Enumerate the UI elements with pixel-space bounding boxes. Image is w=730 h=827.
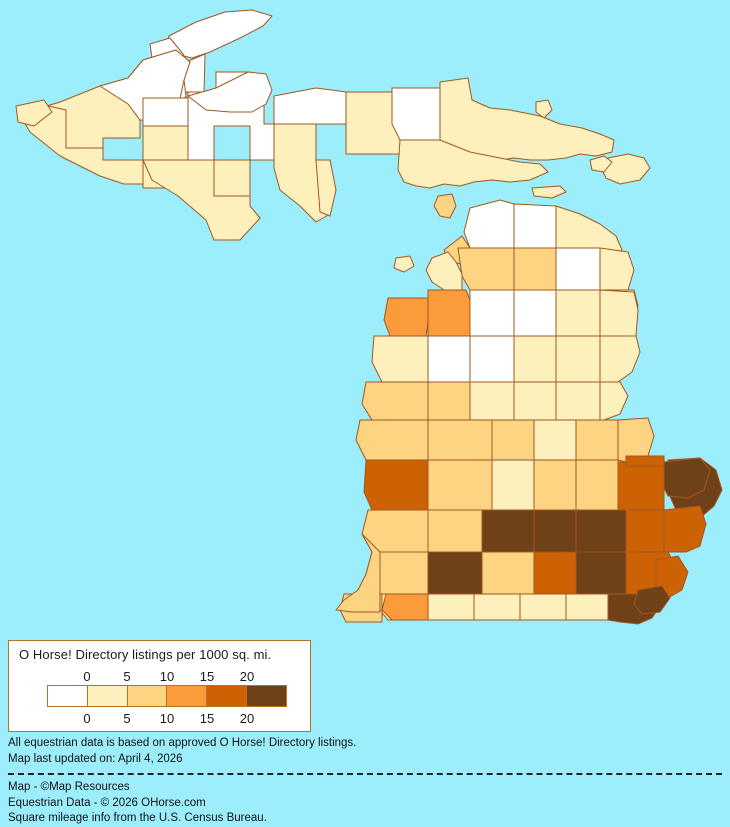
- footer-note-2: Map last updated on: April 4, 2026: [8, 752, 183, 765]
- county-gladwin[interactable]: [555, 381, 601, 421]
- county-lake-michigan-coast[interactable]: [335, 533, 381, 613]
- county-gogebic-tip[interactable]: [15, 99, 53, 127]
- county-mackinac[interactable]: [397, 139, 549, 189]
- county-baraga[interactable]: [142, 97, 189, 127]
- footer-note-1: All equestrian data is based on approved…: [8, 737, 357, 749]
- footer-credit-1: Map - ©Map Resources: [8, 781, 130, 793]
- island-drummond-small[interactable]: [589, 155, 613, 173]
- county-clinton[interactable]: [481, 509, 535, 553]
- county-kent[interactable]: [427, 459, 493, 511]
- legend-color-bar: [47, 685, 287, 707]
- county-oscoda[interactable]: [555, 289, 601, 337]
- island-beaver[interactable]: [433, 193, 457, 219]
- county-jackson[interactable]: [519, 593, 567, 621]
- legend-swatch-4[interactable]: [206, 686, 247, 706]
- county-ogemaw[interactable]: [555, 335, 601, 383]
- county-tuscola-north[interactable]: [625, 455, 665, 467]
- county-montmorency[interactable]: [599, 247, 635, 291]
- county-livingston[interactable]: [575, 551, 627, 595]
- county-kalkaska[interactable]: [469, 289, 515, 337]
- county-wayne-spur[interactable]: [633, 585, 671, 615]
- legend-tick-bottom-2: 10: [159, 711, 175, 726]
- legend-tick-top-1: 5: [123, 669, 131, 684]
- county-washtenaw[interactable]: [565, 593, 609, 621]
- legend-ticks-bottom: 0 5 10 15 20: [47, 711, 287, 728]
- county-montcalm[interactable]: [491, 459, 535, 511]
- county-crawford[interactable]: [513, 289, 557, 337]
- county-luce[interactable]: [391, 87, 441, 141]
- county-ionia[interactable]: [427, 509, 483, 553]
- county-charlevoix-west[interactable]: [457, 247, 515, 291]
- county-antrim[interactable]: [513, 247, 557, 291]
- county-alcona[interactable]: [599, 289, 639, 337]
- legend-swatch-5[interactable]: [246, 686, 286, 706]
- county-manistee[interactable]: [371, 335, 429, 383]
- legend-panel: O Horse! Directory listings per 1000 sq.…: [8, 640, 311, 732]
- county-bay[interactable]: [617, 417, 655, 463]
- county-emmet[interactable]: [463, 199, 515, 249]
- county-clare[interactable]: [513, 381, 557, 421]
- legend-tick-bottom-1: 5: [123, 711, 131, 726]
- legend-swatch-0[interactable]: [48, 686, 87, 706]
- county-isabella[interactable]: [533, 419, 577, 461]
- legend-tick-bottom-4: 20: [239, 711, 255, 726]
- county-benzie[interactable]: [383, 297, 429, 337]
- county-tuscola[interactable]: [617, 461, 665, 511]
- county-menominee[interactable]: [142, 159, 261, 241]
- legend-swatch-3[interactable]: [166, 686, 207, 706]
- county-cheboygan[interactable]: [513, 203, 557, 249]
- county-grand-traverse[interactable]: [427, 289, 471, 337]
- county-delta-peninsula[interactable]: [315, 159, 337, 217]
- county-lake[interactable]: [427, 381, 471, 421]
- county-muskegon[interactable]: [363, 459, 429, 511]
- county-saginaw[interactable]: [575, 459, 619, 511]
- county-eaton[interactable]: [481, 551, 535, 595]
- county-mason[interactable]: [361, 381, 429, 421]
- county-ingham[interactable]: [533, 551, 577, 595]
- county-oceana[interactable]: [355, 419, 429, 461]
- county-barry[interactable]: [427, 551, 483, 595]
- island-up-small-1[interactable]: [535, 99, 553, 119]
- legend-tick-bottom-0: 0: [83, 711, 91, 726]
- county-wexford[interactable]: [427, 335, 471, 383]
- county-midland[interactable]: [575, 419, 619, 461]
- counties-layer: [15, 9, 723, 625]
- legend-tick-bottom-3: 15: [199, 711, 215, 726]
- county-shiawassee[interactable]: [533, 509, 577, 553]
- county-roscommon[interactable]: [513, 335, 557, 383]
- county-mecosta[interactable]: [491, 419, 535, 461]
- county-berrien[interactable]: [381, 593, 429, 621]
- legend-tick-top-0: 0: [83, 669, 91, 684]
- county-leelanau-island[interactable]: [393, 255, 415, 273]
- legend-tick-top-3: 15: [199, 669, 215, 684]
- legend-tick-top-2: 10: [159, 669, 175, 684]
- legend-title: O Horse! Directory listings per 1000 sq.…: [19, 647, 272, 662]
- county-missaukee[interactable]: [469, 335, 515, 383]
- footer: All equestrian data is based on approved…: [8, 736, 722, 827]
- county-marquette-north[interactable]: [187, 71, 273, 113]
- county-lapeer[interactable]: [625, 509, 665, 553]
- legend-swatch-2[interactable]: [126, 686, 167, 706]
- county-kalamazoo[interactable]: [427, 593, 475, 621]
- legend-ticks-top: 0 5 10 15 20: [47, 669, 287, 686]
- footer-credit-2: Equestrian Data - © 2026 OHorse.com: [8, 796, 206, 809]
- legend-swatch-1[interactable]: [86, 686, 127, 706]
- county-gratiot[interactable]: [533, 459, 577, 511]
- county-dickinson[interactable]: [213, 159, 251, 197]
- legend-tick-top-4: 20: [239, 669, 255, 684]
- footer-divider: [8, 773, 722, 775]
- county-calhoun[interactable]: [473, 593, 521, 621]
- county-osceola[interactable]: [469, 381, 515, 421]
- island-bois-blanc[interactable]: [531, 185, 567, 199]
- county-sanilac[interactable]: [663, 505, 707, 553]
- footer-credit-3: Square mileage info from the U.S. Census…: [8, 812, 267, 824]
- county-otsego[interactable]: [555, 247, 601, 291]
- county-newaygo[interactable]: [427, 419, 493, 461]
- county-genesee[interactable]: [575, 509, 627, 553]
